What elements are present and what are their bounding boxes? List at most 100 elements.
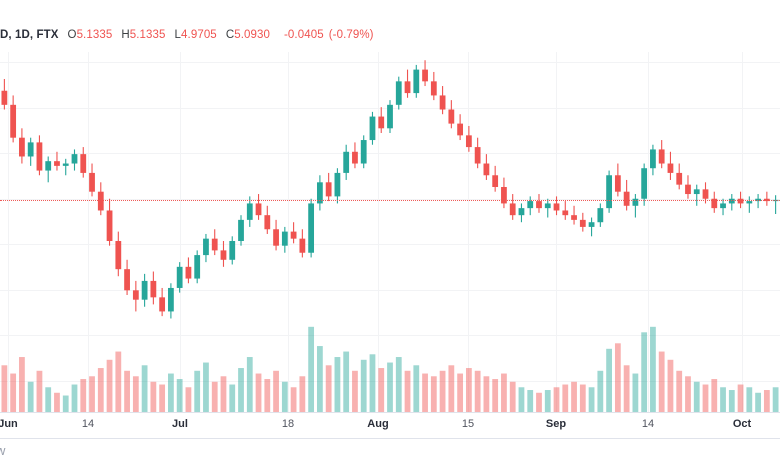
candle-body xyxy=(124,269,130,291)
chart-legend[interactable]: D, 1D, FTX O5.1335 H5.1335 L4.9705 C5.09… xyxy=(0,27,374,43)
candle-body xyxy=(501,187,507,204)
candle-body xyxy=(316,182,323,204)
gridline-horizontal xyxy=(0,289,780,291)
volume-bar xyxy=(273,370,279,412)
open-label: O xyxy=(67,29,77,41)
candle-body xyxy=(141,280,148,300)
candle-body xyxy=(606,175,612,209)
gridline-horizontal xyxy=(0,335,780,336)
volume-bar xyxy=(343,351,350,412)
volume-bar xyxy=(737,384,744,412)
high-field: H5.1335 xyxy=(121,27,165,43)
volume-bar xyxy=(89,376,95,412)
volume-bar xyxy=(641,332,648,412)
high-label: H xyxy=(121,29,130,41)
volume-bar xyxy=(1,365,8,412)
volume-bar xyxy=(132,376,139,412)
x-axis[interactable]: Jun 14 Jul 18 Aug 15 Sep 14 Oct xyxy=(0,412,780,439)
candle-body xyxy=(685,184,691,195)
volume-bar xyxy=(97,368,104,412)
candle-body xyxy=(553,203,560,211)
volume-bar xyxy=(711,379,718,412)
candle-body xyxy=(185,266,192,279)
volume-bar xyxy=(54,392,60,412)
volume-bar xyxy=(387,362,393,412)
volume-bar xyxy=(685,376,691,412)
candle-body xyxy=(168,287,174,312)
volume-bar xyxy=(667,359,674,412)
candle-body xyxy=(369,116,376,141)
volume-bar xyxy=(325,365,332,412)
gridline-horizontal xyxy=(0,380,780,382)
candle-body xyxy=(588,222,595,227)
candle-body xyxy=(544,203,551,209)
change-value: -0.0405 xyxy=(284,29,324,41)
gridline-horizontal xyxy=(0,244,780,245)
volume-bar xyxy=(176,379,183,412)
gridline-vertical xyxy=(88,52,89,412)
volume-bar xyxy=(27,381,34,412)
candle-body xyxy=(509,203,516,216)
volume-bar xyxy=(465,368,472,412)
candle-body xyxy=(264,215,271,230)
candle-body xyxy=(106,210,113,241)
x-axis-tick: Aug xyxy=(367,418,389,430)
volume-bar xyxy=(255,373,262,412)
candle-body xyxy=(54,161,60,166)
candle-body xyxy=(45,161,52,171)
candle-body xyxy=(62,163,69,166)
tradingview-watermark: w xyxy=(0,443,6,458)
volume-bar xyxy=(352,370,358,412)
volume-bar xyxy=(36,370,43,412)
volume-bar xyxy=(395,357,402,412)
candle-body xyxy=(132,290,139,300)
volume-bar xyxy=(211,381,218,412)
candle-body xyxy=(597,208,604,223)
candle-body xyxy=(483,163,490,176)
candle-body xyxy=(281,231,288,246)
volume-bar xyxy=(527,390,534,412)
gridline-vertical xyxy=(378,52,379,412)
candle-body xyxy=(246,203,253,220)
x-axis-tick: 15 xyxy=(461,418,475,430)
chart-plot-area[interactable] xyxy=(0,52,780,412)
candle-body xyxy=(308,203,315,253)
volume-bar xyxy=(141,365,148,412)
candle-body xyxy=(211,238,218,251)
candle-body xyxy=(746,201,753,204)
volume-bar xyxy=(755,392,761,412)
volume-bar xyxy=(168,373,174,412)
volume-bar xyxy=(728,390,735,412)
volume-bar xyxy=(194,370,201,412)
volume-bar xyxy=(10,373,17,412)
volume-bar xyxy=(71,384,78,412)
candle-body xyxy=(562,210,569,216)
volume-bar xyxy=(290,387,297,412)
symbol-label[interactable]: D, 1D, FTX xyxy=(0,29,59,41)
volume-bar xyxy=(597,370,604,412)
gridline-vertical xyxy=(648,52,649,412)
volume-bar xyxy=(308,326,315,412)
candle-body xyxy=(229,241,236,260)
volume-bar xyxy=(772,387,779,412)
candle-body xyxy=(36,142,43,171)
low-value: 4.9705 xyxy=(181,29,217,41)
volume-bar xyxy=(632,373,639,412)
gridline-vertical xyxy=(742,52,743,412)
candle-body xyxy=(474,147,481,164)
candle-body xyxy=(334,172,341,197)
gridline-vertical xyxy=(468,52,469,412)
candle-body xyxy=(89,172,95,192)
volume-bar xyxy=(220,376,227,412)
volume-bar xyxy=(150,381,157,412)
candle-body xyxy=(492,175,499,187)
candle-body xyxy=(737,198,744,204)
x-axis-tick: 14 xyxy=(81,418,95,430)
volume-bar xyxy=(588,387,595,412)
candle-body xyxy=(658,149,665,164)
volume-bar xyxy=(115,351,122,412)
volume-bar xyxy=(518,387,525,412)
candle-body xyxy=(465,135,472,148)
open-field: O5.1335 xyxy=(68,27,113,43)
candle-body xyxy=(728,198,735,204)
